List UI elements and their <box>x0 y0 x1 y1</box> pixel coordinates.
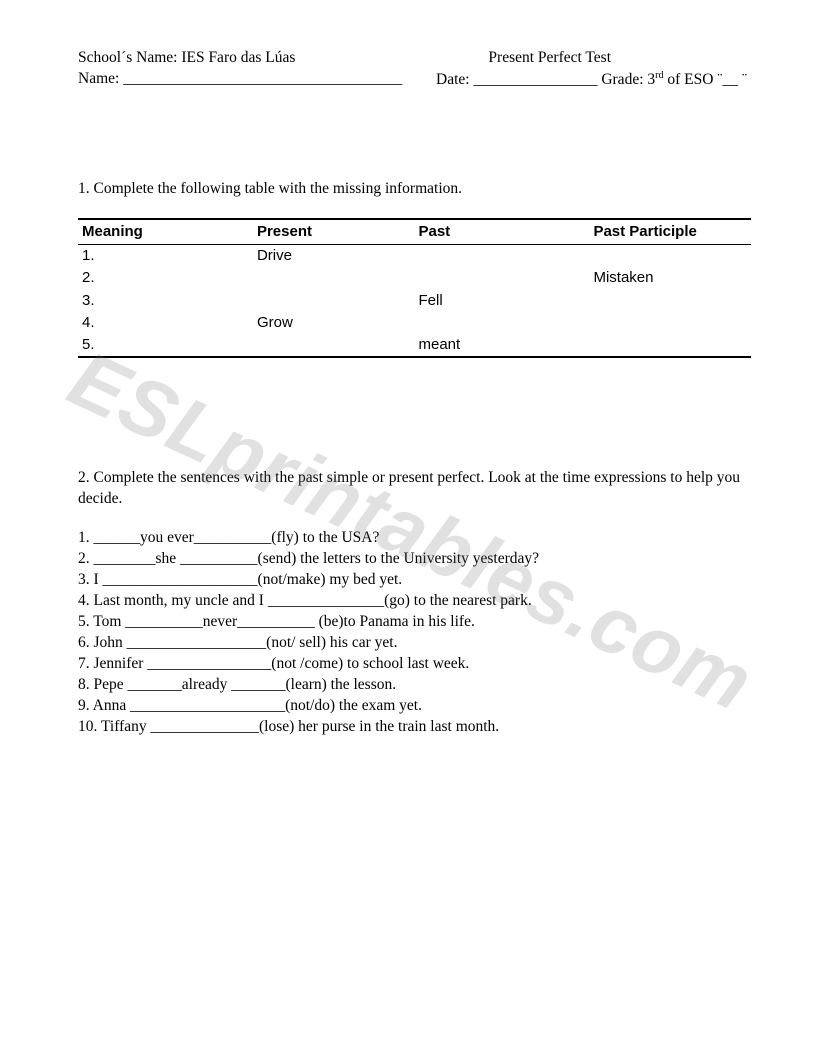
header-row-2: Name: __________________________________… <box>78 69 751 91</box>
list-item: 5. Tom __________never__________ (be)to … <box>78 612 751 633</box>
th-pp: Past Participle <box>589 219 751 245</box>
cell-pp <box>589 290 751 312</box>
table-header-row: Meaning Present Past Past Participle <box>78 219 751 245</box>
cell-present <box>253 290 415 312</box>
cell-pp: Mistaken <box>589 267 751 289</box>
cell-present <box>253 334 415 357</box>
cell-present: Drive <box>253 245 415 268</box>
th-past: Past <box>414 219 589 245</box>
table-row: 3. Fell <box>78 290 751 312</box>
cell-pp <box>589 245 751 268</box>
grade-suffix: of ESO ¨__ ¨ <box>663 71 747 88</box>
cell-meaning: 1. <box>78 245 253 268</box>
th-meaning: Meaning <box>78 219 253 245</box>
date-field: Date: ________________ <box>436 71 597 88</box>
list-item: 9. Anna ____________________(not/do) the… <box>78 696 751 717</box>
name-field: Name: __________________________________… <box>78 69 402 91</box>
date-grade: Date: ________________ Grade: 3rd of ESO… <box>436 69 751 91</box>
list-item: 3. I ____________________(not/make) my b… <box>78 570 751 591</box>
table-row: 5. meant <box>78 334 751 357</box>
list-item: 10. Tiffany ______________(lose) her pur… <box>78 717 751 738</box>
table-row: 4. Grow <box>78 312 751 334</box>
cell-present <box>253 267 415 289</box>
cell-past <box>414 312 589 334</box>
list-item: 2. ________she __________(send) the lett… <box>78 549 751 570</box>
sentence-list: 1. ______you ever__________(fly) to the … <box>78 528 751 737</box>
cell-present: Grow <box>253 312 415 334</box>
table-row: 2. Mistaken <box>78 267 751 289</box>
th-present: Present <box>253 219 415 245</box>
q1-prompt: 1. Complete the following table with the… <box>78 179 751 200</box>
cell-meaning: 2. <box>78 267 253 289</box>
test-title: Present Perfect Test <box>488 48 751 69</box>
cell-pp <box>589 334 751 357</box>
cell-meaning: 3. <box>78 290 253 312</box>
q2-prompt: 2. Complete the sentences with the past … <box>78 468 751 510</box>
table-row: 1. Drive <box>78 245 751 268</box>
cell-pp <box>589 312 751 334</box>
list-item: 4. Last month, my uncle and I __________… <box>78 591 751 612</box>
school-name: School´s Name: IES Faro das Lúas <box>78 48 295 69</box>
cell-past: Fell <box>414 290 589 312</box>
cell-past <box>414 245 589 268</box>
verb-table: Meaning Present Past Past Participle 1. … <box>78 218 751 359</box>
header-row-1: School´s Name: IES Faro das Lúas Present… <box>78 48 751 69</box>
cell-meaning: 5. <box>78 334 253 357</box>
cell-past <box>414 267 589 289</box>
list-item: 7. Jennifer ________________(not /come) … <box>78 654 751 675</box>
list-item: 8. Pepe _______already _______(learn) th… <box>78 675 751 696</box>
cell-meaning: 4. <box>78 312 253 334</box>
grade-prefix: Grade: 3 <box>601 71 655 88</box>
cell-past: meant <box>414 334 589 357</box>
worksheet-page: School´s Name: IES Faro das Lúas Present… <box>0 0 821 777</box>
list-item: 1. ______you ever__________(fly) to the … <box>78 528 751 549</box>
list-item: 6. John __________________(not/ sell) hi… <box>78 633 751 654</box>
